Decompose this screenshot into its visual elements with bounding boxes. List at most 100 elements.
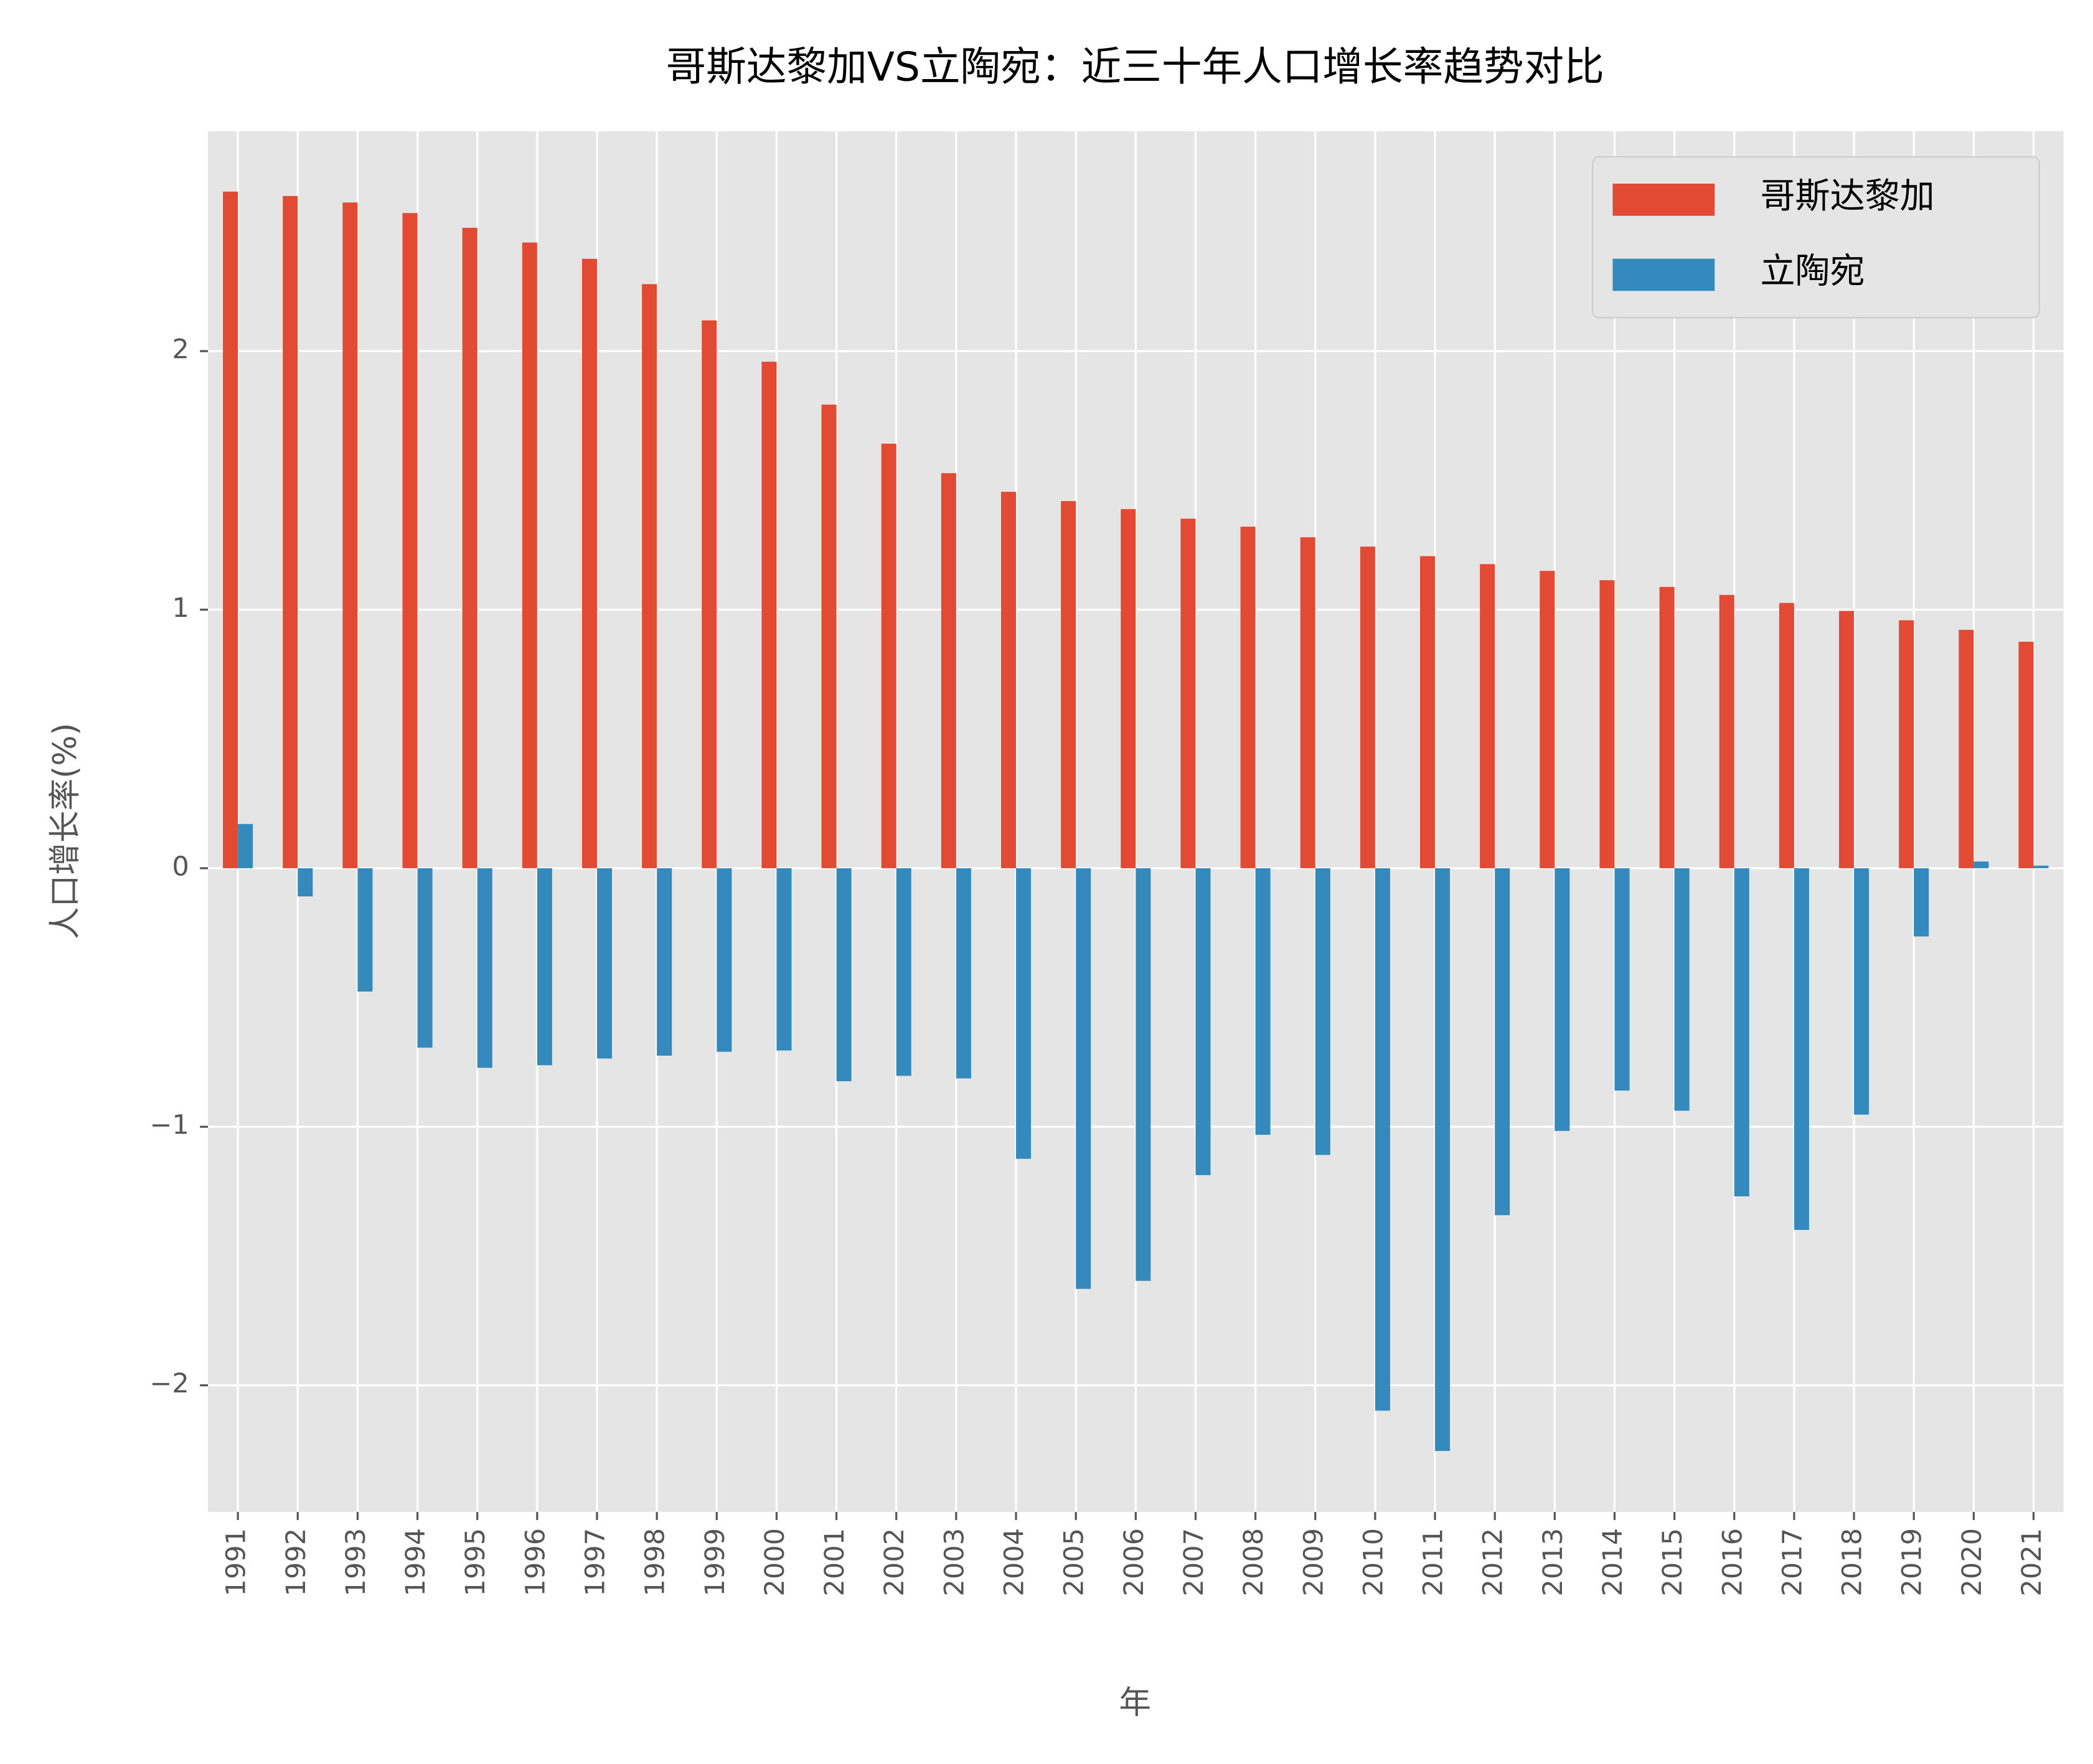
x-tick-label: 2003 bbox=[939, 1528, 970, 1597]
bar bbox=[1136, 868, 1151, 1281]
bar bbox=[1734, 868, 1749, 1196]
bar bbox=[1854, 868, 1870, 1115]
bar bbox=[1180, 518, 1196, 868]
x-tick-label: 2002 bbox=[879, 1528, 910, 1597]
bar bbox=[821, 405, 837, 868]
bar bbox=[1719, 594, 1734, 868]
bar bbox=[357, 868, 373, 992]
y-tick-label: 2 bbox=[172, 334, 189, 365]
bar bbox=[1959, 629, 1974, 868]
bar bbox=[462, 227, 477, 868]
bar bbox=[417, 868, 433, 1048]
y-tick-label: −2 bbox=[149, 1368, 189, 1399]
x-tick-label: 2000 bbox=[760, 1528, 791, 1597]
bar bbox=[1599, 580, 1615, 868]
bar bbox=[1360, 547, 1375, 868]
x-tick-label: 1997 bbox=[580, 1528, 611, 1597]
bar bbox=[836, 868, 852, 1082]
x-tick-label: 1994 bbox=[400, 1528, 431, 1597]
y-tick-label: 1 bbox=[172, 593, 189, 624]
x-tick-label: 2020 bbox=[1957, 1528, 1988, 1597]
x-tick-label: 2014 bbox=[1597, 1528, 1629, 1597]
x-tick-label: 2001 bbox=[819, 1528, 850, 1597]
x-tick-label: 2007 bbox=[1178, 1528, 1210, 1597]
bar bbox=[581, 258, 597, 868]
bar bbox=[1614, 868, 1630, 1091]
bar bbox=[1000, 492, 1017, 868]
bar bbox=[342, 202, 358, 868]
x-axis-label: 年 bbox=[1119, 1684, 1151, 1722]
bar bbox=[2033, 865, 2049, 868]
x-tick-label: 2019 bbox=[1897, 1528, 1928, 1597]
bar bbox=[941, 473, 956, 868]
bar bbox=[1240, 527, 1256, 868]
x-tick-label: 2010 bbox=[1358, 1528, 1389, 1597]
bar bbox=[1061, 501, 1076, 868]
x-tick-label: 1998 bbox=[640, 1528, 671, 1597]
bar bbox=[1674, 868, 1690, 1111]
x-tick-label: 2021 bbox=[2016, 1528, 2048, 1597]
x-tick-label: 1993 bbox=[341, 1528, 372, 1597]
bar bbox=[1255, 868, 1271, 1135]
bar bbox=[522, 242, 537, 868]
x-tick-label: 2009 bbox=[1298, 1528, 1329, 1597]
bar bbox=[402, 213, 418, 868]
x-tick-label: 2013 bbox=[1538, 1528, 1569, 1597]
legend-label: 立陶宛 bbox=[1761, 251, 1865, 291]
bar bbox=[642, 284, 657, 868]
bar bbox=[1973, 861, 1989, 868]
bar bbox=[298, 868, 313, 897]
bar bbox=[761, 362, 777, 868]
bar bbox=[1779, 603, 1794, 868]
bar bbox=[1899, 620, 1914, 868]
bar bbox=[1375, 868, 1390, 1411]
bar bbox=[1540, 571, 1555, 868]
x-tick-label: 2015 bbox=[1657, 1528, 1688, 1597]
bar bbox=[776, 868, 792, 1051]
bar bbox=[657, 868, 672, 1056]
legend-swatch bbox=[1612, 184, 1715, 216]
bar bbox=[1659, 586, 1675, 868]
bar bbox=[1495, 868, 1510, 1216]
bar bbox=[717, 868, 732, 1052]
y-axis-label: 人口增长率(%) bbox=[47, 723, 84, 939]
bar bbox=[2018, 641, 2034, 868]
x-tick-label: 2012 bbox=[1478, 1528, 1509, 1597]
x-tick-label: 2017 bbox=[1777, 1528, 1808, 1597]
bar bbox=[1420, 556, 1436, 868]
bar bbox=[956, 868, 971, 1079]
bar bbox=[1016, 868, 1032, 1159]
bar bbox=[1076, 868, 1091, 1289]
chart-title: 哥斯达黎加VS立陶宛：近三十年人口增长率趋势对比 bbox=[666, 44, 1604, 91]
bar bbox=[1914, 868, 1929, 937]
bar bbox=[477, 868, 492, 1068]
bar bbox=[1480, 564, 1495, 868]
bar bbox=[1195, 868, 1211, 1175]
bar bbox=[881, 443, 896, 868]
bar bbox=[223, 191, 238, 868]
x-tick-label: 2005 bbox=[1059, 1528, 1090, 1597]
bar bbox=[238, 823, 253, 868]
bar bbox=[1315, 868, 1330, 1155]
x-tick-label: 2016 bbox=[1717, 1528, 1748, 1597]
legend-swatch bbox=[1612, 258, 1715, 291]
bar bbox=[283, 195, 298, 868]
x-tick-label: 2008 bbox=[1238, 1528, 1269, 1597]
x-tick-label: 2006 bbox=[1119, 1528, 1150, 1597]
bar bbox=[1794, 868, 1809, 1230]
y-tick-label: 0 bbox=[172, 851, 189, 882]
bar bbox=[1554, 868, 1570, 1131]
x-tick-label: 1996 bbox=[520, 1528, 551, 1597]
x-tick-label: 1999 bbox=[700, 1528, 731, 1597]
bar bbox=[596, 868, 613, 1059]
bar bbox=[896, 868, 911, 1076]
x-tick-label: 1991 bbox=[221, 1528, 252, 1597]
x-tick-label: 1992 bbox=[281, 1528, 312, 1597]
bar bbox=[537, 868, 552, 1066]
bar bbox=[1839, 611, 1855, 868]
x-tick-label: 2018 bbox=[1837, 1528, 1868, 1597]
x-tick-label: 1995 bbox=[460, 1528, 491, 1597]
bar bbox=[1300, 537, 1315, 868]
bar bbox=[702, 320, 717, 868]
